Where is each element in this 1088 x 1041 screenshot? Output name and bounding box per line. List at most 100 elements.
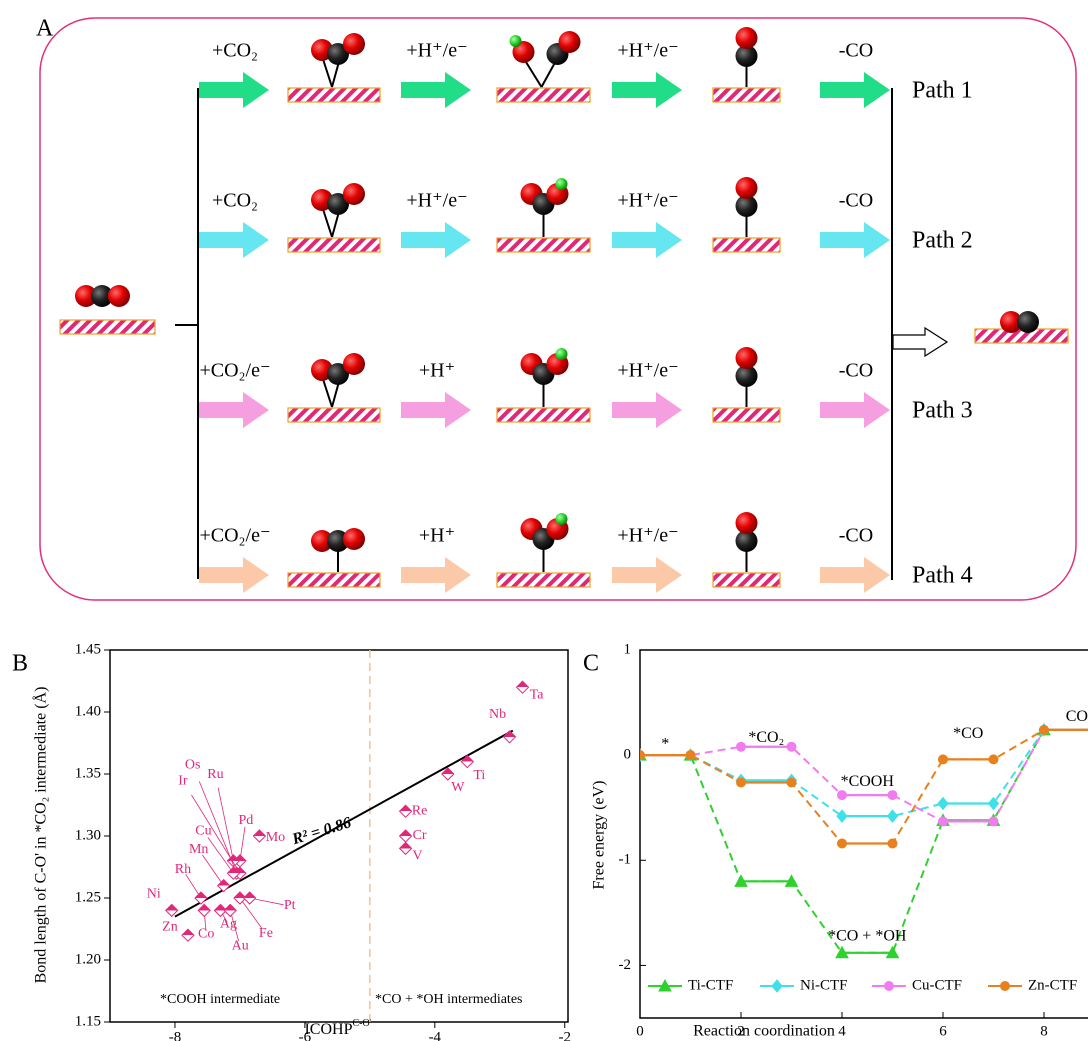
y-tick-label: 1 [624,641,632,657]
plot-frame [640,650,1088,1018]
point [253,830,265,842]
leader-line [202,855,223,886]
point-label: W [451,780,465,795]
marker [787,778,796,787]
plot-area [634,724,1088,958]
marker [636,751,645,760]
legend-label: Zn-CTF [1028,977,1077,993]
surface [713,408,780,422]
step-label: +CO₂ [212,190,258,212]
step-arrow [401,72,471,108]
oxygen-atom [736,27,758,49]
point-label: Ti [473,768,485,783]
marker [772,980,782,992]
step-arrow [612,557,682,593]
point-label: Ag [220,917,237,932]
surface [60,320,155,334]
hollow-arrow [893,328,947,356]
x-axis-label: Reaction coordination [693,1023,835,1040]
point-label: Fe [259,926,273,941]
step-arrow [401,222,471,258]
marker [885,982,894,991]
legend-label: Ni-CTF [800,977,848,993]
point [224,904,236,916]
point-label: Pd [239,813,254,828]
point-label: Pt [284,898,296,913]
y-axis-label: Bond length of C-O' in *CO₂ intermediate… [32,687,50,984]
surface [713,88,780,102]
step-arrow [820,392,890,428]
surface [288,238,380,252]
point-label: Re [412,803,428,818]
path-label: Path 4 [912,563,973,589]
oxygen-atom [108,285,130,307]
point-label: Au [232,939,249,954]
marker [837,810,847,822]
step-label: +H⁺ [419,360,455,382]
surface [497,408,590,422]
marker [888,791,897,800]
step-arrow [401,557,471,593]
panel-label: A [36,16,54,42]
y-tick-label: 1.25 [75,889,101,905]
point [400,842,412,854]
point-label: Co [198,927,214,942]
hydrogen-atom [556,348,568,360]
surface [497,573,590,587]
point-label: Ni [147,887,161,902]
surface [288,573,380,587]
step-label: -CO [839,40,873,62]
point-label: Rh [175,862,191,877]
x-tick-label: -2 [559,1029,572,1041]
point-label: Ta [530,687,545,702]
point [400,830,412,842]
hydrogen-atom [510,35,522,47]
point [182,929,194,941]
surface [288,88,380,102]
oxygen-atom [343,528,365,550]
step-label: +CO₂/e⁻ [199,525,270,547]
point-label: Ru [207,767,223,782]
marker [838,791,847,800]
step-arrow [820,222,890,258]
step-label: +H⁺ [419,525,455,547]
marker [939,755,948,764]
surface [713,573,780,587]
y-tick-label: 1.20 [75,951,101,967]
point-label: Cr [413,828,427,843]
step-arrow [820,72,890,108]
point [198,904,210,916]
step-arrow [199,222,269,258]
oxygen-atom [736,177,758,199]
y-tick-label: 1.35 [75,765,101,781]
annotation: *CO + *OH intermediates [375,992,522,1007]
point [400,805,412,817]
marker [686,751,695,760]
marker [888,839,897,848]
point-label: Os [185,757,201,772]
step-arrow [199,557,269,593]
legend-label: Cu-CTF [912,977,962,993]
annotation: *COOH [841,773,895,790]
step-arrow [612,392,682,428]
annotation: *CO₂ [748,729,784,746]
step-arrow [612,72,682,108]
marker [938,798,948,810]
surface [497,238,590,252]
step-label: +H⁺/e⁻ [617,190,678,212]
point-label: Mn [189,842,208,857]
panel-border [40,18,1076,600]
marker [737,778,746,787]
y-tick-label: 1.30 [75,827,101,843]
y-tick-label: -1 [619,852,632,868]
oxygen-atom [559,31,581,53]
step-label: +H⁺/e⁻ [406,40,467,62]
point [218,880,230,892]
step-label: +H⁺/e⁻ [617,525,678,547]
page: A +CO₂+H⁺/e⁻+H⁺/e⁻-COPath 1+CO₂+H⁺/e⁻+H⁺… [0,0,1088,1041]
panel-a: A +CO₂+H⁺/e⁻+H⁺/e⁻-COPath 1+CO₂+H⁺/e⁻+H⁺… [36,16,1076,601]
oxygen-atom [343,353,365,375]
surface [288,408,380,422]
panel-c: C Reaction coordination Free energy (eV)… [583,641,1088,1039]
marker [737,742,746,751]
